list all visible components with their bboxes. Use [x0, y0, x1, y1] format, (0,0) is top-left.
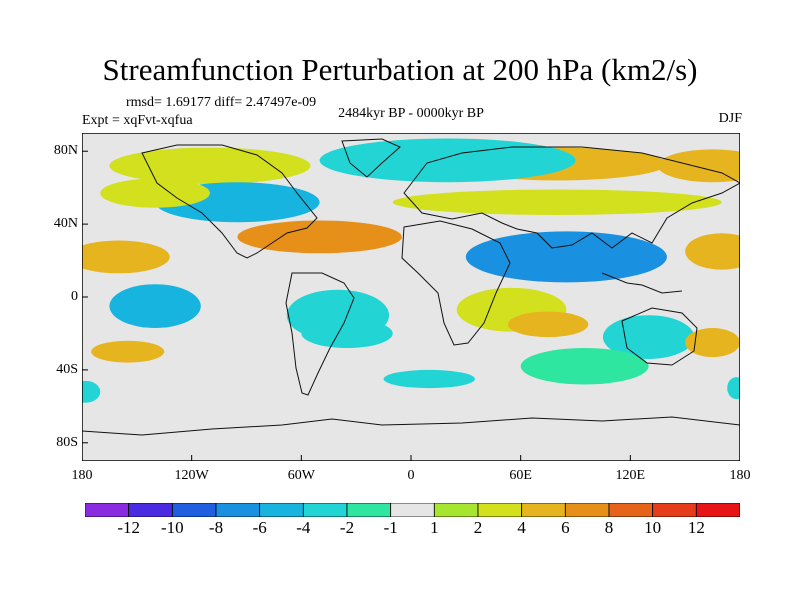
anomaly-subtropical-atlantic	[237, 220, 402, 254]
x-tick-label: 120E	[615, 468, 646, 483]
colorbar-label: -12	[117, 518, 140, 537]
colorbar-label: 6	[561, 518, 570, 537]
anomaly-north-pacific	[100, 178, 210, 208]
colorbar-label: -8	[208, 518, 224, 537]
anomaly-new-zealand	[685, 327, 740, 358]
colorbar-box	[171, 503, 217, 517]
colorbar-label: -10	[160, 518, 184, 537]
anomaly-north-pacific-west	[685, 233, 740, 270]
rmsd-stats: rmsd= 1.69177 diff= 2.47497e-09	[126, 95, 317, 110]
colorbar-label: -2	[339, 518, 355, 537]
colorbar-box	[608, 503, 654, 517]
colorbar-box	[215, 503, 261, 517]
anomaly-australia	[602, 315, 695, 359]
colorbar-box	[302, 503, 348, 517]
coast-south-america	[285, 272, 355, 396]
coast-indonesia	[601, 272, 683, 294]
y-tick-label: 40S	[56, 361, 78, 377]
x-tick-label: 60E	[509, 468, 532, 483]
experiment-label: Expt = xqFvt-xqfua	[82, 113, 193, 128]
colorbar-label: 2	[473, 518, 483, 537]
season-label: DJF	[718, 111, 742, 126]
y-tick-label: 80S	[56, 434, 78, 450]
anomaly-eurasia-band	[392, 189, 722, 215]
colorbar-box	[259, 503, 304, 517]
anomaly-subtropical-pacific	[82, 240, 170, 274]
colorbar-box	[85, 503, 130, 517]
anomaly-regions	[82, 138, 740, 403]
x-tick-label: 180	[729, 468, 751, 483]
colorbar-label: 1	[430, 518, 439, 537]
colorbar	[85, 503, 740, 517]
anomaly-south-pacific	[91, 340, 165, 363]
anomaly-south-atlantic	[301, 318, 393, 349]
y-tick-label: 0	[71, 289, 78, 304]
coast-antarctica	[82, 416, 740, 436]
coast-australia	[621, 307, 698, 366]
anomaly-southern-edge-east	[727, 377, 740, 400]
colorbar-label: -6	[252, 518, 267, 537]
coast-eurasia	[403, 146, 740, 249]
colorbar-label: 10	[644, 518, 662, 537]
map-plot	[82, 133, 740, 461]
anomaly-far-south-atlantic	[383, 369, 475, 389]
anomaly-indian-ocean-south	[507, 311, 589, 338]
colorbar-box	[433, 503, 479, 517]
anomaly-central-pacific	[109, 284, 201, 328]
anomaly-southern-edge-west	[82, 380, 101, 403]
period-label: 2484kyr BP - 0000kyr BP	[338, 106, 484, 121]
coast-africa	[401, 220, 511, 346]
colorbar-label: 8	[604, 518, 614, 537]
colorbar-box	[390, 503, 435, 517]
colorbar-box	[564, 503, 610, 517]
anomaly-arctic-canada	[109, 147, 311, 185]
colorbar-label: -1	[383, 518, 398, 537]
y-tick-label: 40N	[53, 216, 78, 232]
x-tick-label: 60W	[287, 468, 315, 483]
x-tick-label: 120W	[174, 468, 209, 483]
colorbar-label: 4	[517, 518, 526, 537]
y-tick-label: 80N	[53, 143, 78, 159]
coast-north-america	[141, 144, 318, 259]
colorbar-label: -4	[296, 518, 311, 537]
colorbar-box	[521, 503, 566, 517]
anomaly-arctic-atlantic	[319, 138, 576, 183]
x-tick-label: 0	[407, 468, 415, 483]
x-tick-label: 180	[71, 468, 93, 483]
colorbar-box	[477, 503, 523, 517]
anomaly-south-asia	[465, 231, 667, 283]
coastlines	[82, 138, 740, 436]
coast-greenland	[341, 138, 401, 178]
chart-title: Streamfunction Perturbation at 200 hPa (…	[102, 52, 698, 87]
colorbar-box	[695, 503, 740, 517]
colorbar-label: 12	[687, 518, 705, 537]
anomaly-southern-ocean-indian	[520, 348, 649, 385]
anomaly-east-siberia	[657, 149, 740, 183]
colorbar-box	[128, 503, 173, 517]
colorbar-box	[346, 503, 392, 517]
colorbar-box	[652, 503, 697, 517]
